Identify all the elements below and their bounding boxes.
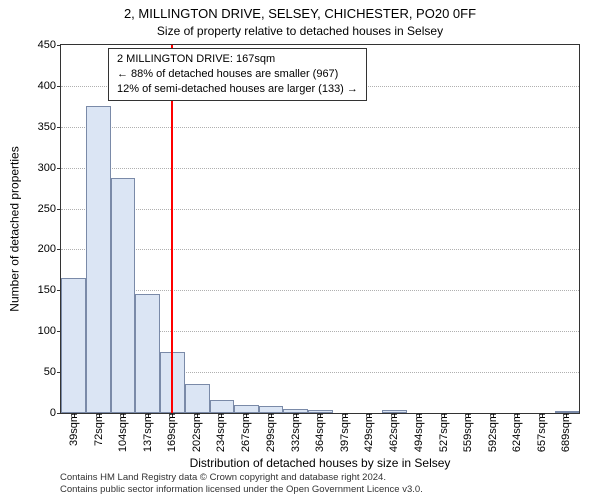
annotation-line-1: 2 MILLINGTON DRIVE: 167sqm bbox=[117, 52, 358, 67]
x-axis-label: Distribution of detached houses by size … bbox=[60, 456, 580, 470]
y-tick-label: 150 bbox=[16, 284, 56, 296]
y-tick-mark bbox=[57, 86, 61, 87]
x-tick-label: 104sqm bbox=[117, 413, 129, 452]
x-tick-label: 267sqm bbox=[240, 413, 252, 452]
y-tick-label: 100 bbox=[16, 325, 56, 337]
annotation-box: 2 MILLINGTON DRIVE: 167sqm← 88% of detac… bbox=[108, 48, 367, 101]
grid-line bbox=[61, 127, 579, 128]
x-tick-label: 429sqm bbox=[363, 413, 375, 452]
histogram-bar bbox=[61, 278, 86, 413]
chart-title-sub: Size of property relative to detached ho… bbox=[0, 24, 600, 38]
y-tick-label: 250 bbox=[16, 203, 56, 215]
y-tick-mark bbox=[57, 249, 61, 250]
chart-container: 2, MILLINGTON DRIVE, SELSEY, CHICHESTER,… bbox=[0, 0, 600, 500]
grid-line bbox=[61, 290, 579, 291]
histogram-bar bbox=[111, 178, 135, 413]
x-tick-label: 624sqm bbox=[511, 413, 523, 452]
x-tick-label: 72sqm bbox=[93, 413, 105, 446]
y-tick-label: 300 bbox=[16, 162, 56, 174]
x-tick-label: 527sqm bbox=[438, 413, 450, 452]
plot-area: 39sqm72sqm104sqm137sqm169sqm202sqm234sqm… bbox=[60, 44, 580, 414]
y-tick-mark bbox=[57, 45, 61, 46]
x-tick-label: 169sqm bbox=[166, 413, 178, 452]
histogram-bar bbox=[135, 294, 160, 413]
x-tick-label: 299sqm bbox=[265, 413, 277, 452]
x-tick-label: 397sqm bbox=[339, 413, 351, 452]
footer-note: Contains HM Land Registry data © Crown c… bbox=[60, 472, 580, 496]
histogram-bar bbox=[86, 106, 111, 413]
annotation-line-2: ← 88% of detached houses are smaller (96… bbox=[117, 67, 358, 82]
x-tick-label: 137sqm bbox=[142, 413, 154, 452]
x-tick-label: 234sqm bbox=[215, 413, 227, 452]
grid-line bbox=[61, 249, 579, 250]
y-tick-label: 0 bbox=[16, 407, 56, 419]
x-tick-label: 202sqm bbox=[191, 413, 203, 452]
histogram-bar bbox=[210, 400, 234, 413]
y-tick-label: 350 bbox=[16, 121, 56, 133]
histogram-bar bbox=[234, 405, 259, 413]
y-tick-mark bbox=[57, 168, 61, 169]
y-tick-label: 450 bbox=[16, 39, 56, 51]
chart-title-main: 2, MILLINGTON DRIVE, SELSEY, CHICHESTER,… bbox=[0, 6, 600, 21]
x-tick-label: 657sqm bbox=[536, 413, 548, 452]
grid-line bbox=[61, 209, 579, 210]
annotation-line-3: 12% of semi-detached houses are larger (… bbox=[117, 82, 358, 97]
y-tick-label: 200 bbox=[16, 243, 56, 255]
footer-line-2: Contains public sector information licen… bbox=[60, 484, 580, 496]
histogram-bar bbox=[185, 384, 210, 413]
y-axis-label: Number of detached properties bbox=[8, 44, 22, 414]
y-tick-label: 400 bbox=[16, 80, 56, 92]
x-tick-label: 494sqm bbox=[413, 413, 425, 452]
x-tick-label: 332sqm bbox=[290, 413, 302, 452]
x-tick-label: 39sqm bbox=[68, 413, 80, 446]
footer-line-1: Contains HM Land Registry data © Crown c… bbox=[60, 472, 580, 484]
x-tick-label: 689sqm bbox=[560, 413, 572, 452]
y-tick-mark bbox=[57, 209, 61, 210]
grid-line bbox=[61, 168, 579, 169]
y-tick-label: 50 bbox=[16, 366, 56, 378]
y-tick-mark bbox=[57, 127, 61, 128]
x-tick-label: 364sqm bbox=[314, 413, 326, 452]
x-tick-label: 462sqm bbox=[388, 413, 400, 452]
x-tick-label: 559sqm bbox=[462, 413, 474, 452]
x-tick-label: 592sqm bbox=[487, 413, 499, 452]
y-tick-mark bbox=[57, 413, 61, 414]
